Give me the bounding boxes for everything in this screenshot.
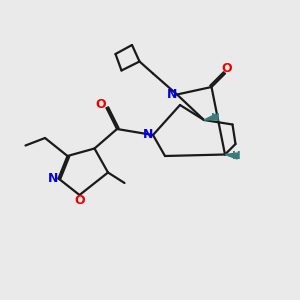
Text: N: N xyxy=(48,172,58,185)
Text: O: O xyxy=(96,98,106,111)
Polygon shape xyxy=(204,114,217,120)
Text: N: N xyxy=(142,128,153,142)
Polygon shape xyxy=(225,153,238,159)
Text: O: O xyxy=(221,61,232,75)
Text: H: H xyxy=(211,112,220,123)
Text: H: H xyxy=(232,151,241,161)
Text: N: N xyxy=(167,88,177,101)
Text: O: O xyxy=(74,194,85,208)
